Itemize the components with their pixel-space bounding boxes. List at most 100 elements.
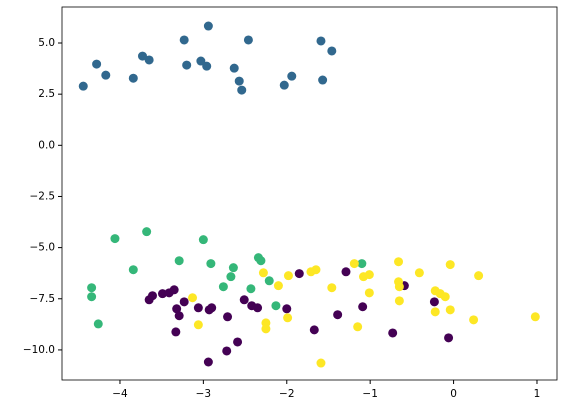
point [144, 55, 154, 65]
point [364, 270, 374, 280]
x-tick-label: −3 [196, 388, 211, 400]
y-tick-label: −2.5 [30, 190, 56, 202]
point [233, 337, 243, 347]
point [142, 227, 152, 237]
point [239, 295, 249, 305]
point [530, 312, 540, 322]
point [93, 319, 103, 329]
point [316, 36, 326, 46]
point [264, 276, 274, 286]
point [171, 327, 181, 337]
point [182, 60, 192, 70]
point [474, 271, 484, 281]
y-tick-label: −7.5 [30, 293, 56, 305]
point [429, 297, 439, 307]
point [158, 289, 168, 299]
point [87, 292, 97, 302]
point [311, 265, 321, 275]
point [174, 311, 184, 321]
x-tick-label: 1 [534, 388, 541, 400]
point [229, 63, 239, 73]
point [193, 320, 203, 330]
point [87, 283, 97, 293]
point [237, 85, 247, 95]
point [440, 292, 450, 302]
point [333, 310, 343, 320]
point [445, 260, 455, 270]
point [101, 70, 111, 80]
point [243, 35, 253, 45]
point [282, 304, 292, 314]
point [287, 71, 297, 81]
x-tick-label: −1 [362, 388, 377, 400]
point [318, 75, 328, 85]
point [273, 281, 283, 291]
point [78, 81, 88, 91]
point [353, 322, 363, 332]
point [279, 80, 289, 90]
point [445, 305, 455, 315]
point [253, 303, 263, 313]
point [218, 282, 228, 292]
point [92, 59, 102, 69]
x-tick-label: −2 [279, 388, 294, 400]
point [207, 303, 217, 313]
point [309, 325, 319, 335]
point [179, 35, 189, 45]
point [294, 269, 304, 279]
point [203, 21, 213, 31]
point [128, 265, 138, 275]
point [147, 291, 157, 301]
point [193, 303, 203, 313]
y-tick-label: −10.0 [23, 344, 55, 356]
y-tick-label: 0.0 [38, 139, 55, 151]
point [203, 357, 213, 367]
point [316, 358, 326, 368]
point [174, 256, 184, 266]
y-tick-label: −5.0 [30, 242, 56, 254]
point [414, 268, 424, 278]
point [349, 259, 359, 269]
point [172, 304, 182, 314]
y-tick-label: 2.5 [38, 88, 55, 100]
point [388, 328, 398, 338]
point [283, 271, 293, 281]
point [364, 288, 374, 298]
x-tick-label: 0 [450, 388, 457, 400]
point [358, 302, 368, 312]
point [169, 285, 179, 295]
point [256, 256, 266, 266]
point [188, 293, 198, 303]
point [222, 346, 232, 356]
point [469, 315, 479, 325]
point [234, 76, 244, 86]
point [206, 259, 216, 269]
point [357, 259, 367, 269]
point [179, 297, 189, 307]
x-tick-label: −4 [112, 388, 128, 400]
point [226, 272, 236, 282]
point [246, 284, 256, 294]
point [341, 267, 351, 277]
point [196, 56, 206, 66]
point [444, 333, 454, 343]
point [394, 257, 404, 267]
point [430, 307, 440, 317]
point [223, 312, 233, 322]
y-tick-label: 5.0 [38, 37, 55, 49]
point [198, 235, 208, 245]
point [394, 296, 404, 306]
point [128, 73, 138, 83]
point [283, 313, 293, 323]
point [394, 282, 404, 292]
point [137, 51, 147, 61]
point [327, 46, 337, 56]
point [228, 263, 238, 273]
point [258, 268, 268, 278]
point [261, 324, 271, 334]
point [202, 61, 212, 71]
plot-frame [61, 6, 558, 381]
point [110, 234, 120, 244]
point [327, 283, 337, 293]
